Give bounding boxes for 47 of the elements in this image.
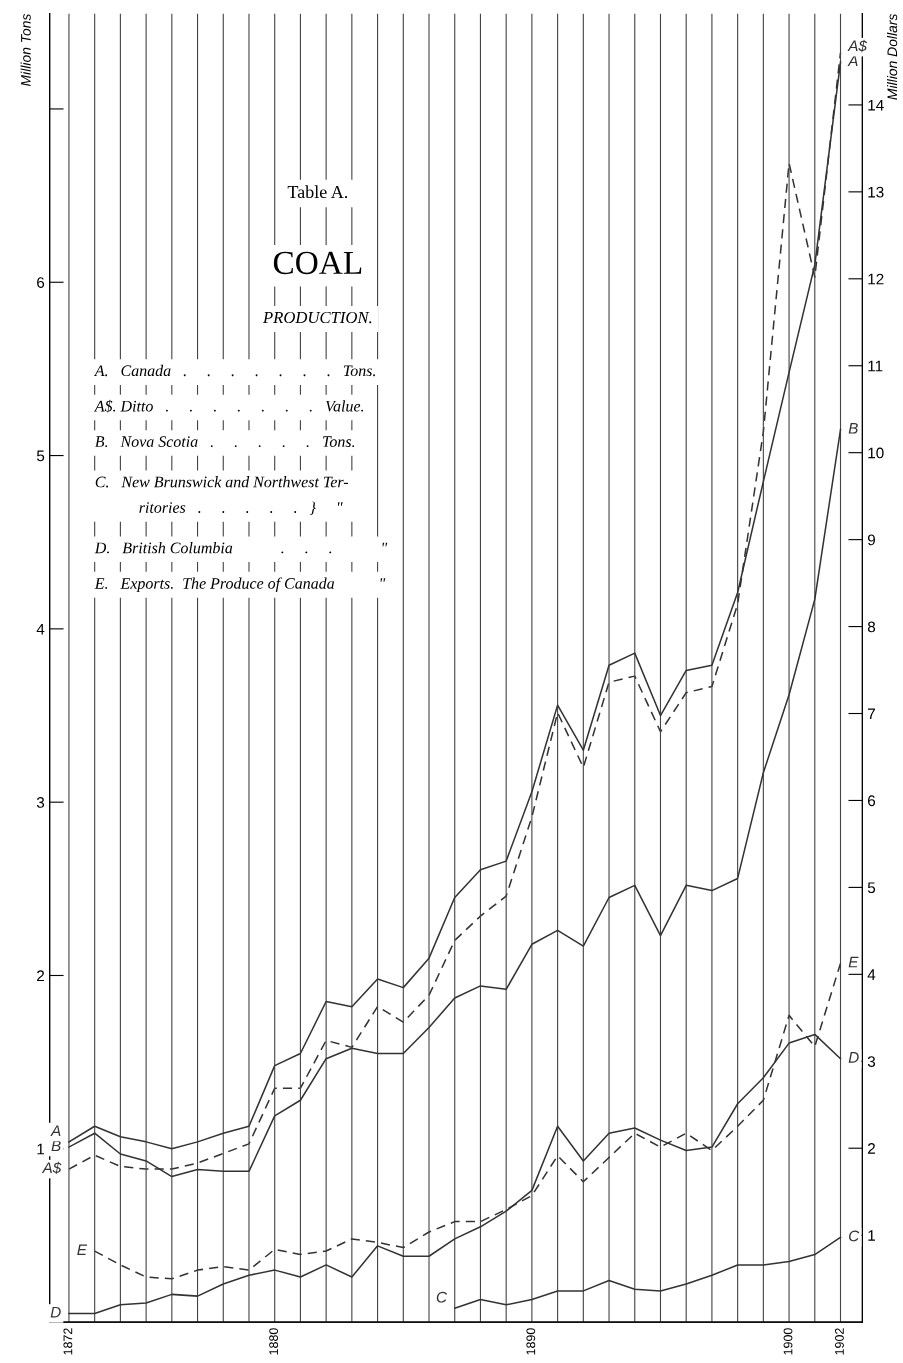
text: COAL (273, 251, 362, 275)
y-tick-label: 6 (37, 277, 45, 288)
y2-tick-label: 9 (867, 534, 875, 546)
series-label: A (847, 55, 858, 67)
text: C (436, 1291, 448, 1303)
annotation: E. Exports. The Produce of Canada " (94, 577, 386, 593)
y2-tick-label: 4 (867, 969, 876, 980)
x-tick-label: 1902 (835, 1328, 844, 1355)
series-label: A$ (847, 39, 868, 53)
x-tick-label: 1890 (526, 1328, 536, 1355)
annotation: B. Nova Scotia . . . . . Tons. (94, 436, 355, 448)
y2-tick-label: 14 (868, 99, 884, 111)
y2-tick-label: 2 (867, 1143, 875, 1154)
y-tick-label: 4 (36, 623, 45, 635)
x-tick-label: 1880 (269, 1328, 279, 1355)
y-tick-label: 2 (37, 970, 45, 982)
series-label: E (77, 1244, 88, 1255)
y2-tick-label: 5 (867, 882, 876, 894)
text: E (848, 956, 859, 968)
y-tick-label: 1 (37, 1143, 45, 1155)
y2-tick-label: 11 (868, 360, 883, 372)
series-label: D (848, 1052, 859, 1063)
annotation: Table A. (287, 185, 348, 199)
y2-tick-label: 7 (868, 708, 875, 720)
annotation: C. New Brunswick and Northwest Ter- ritories . . . . . } " (95, 476, 349, 515)
y-tick-label: 3 (36, 797, 45, 808)
y2-tick-label: 6 (868, 795, 876, 807)
series-label: B (848, 423, 858, 434)
annotation: A$. Ditto . . . . . . . Value. (93, 399, 364, 413)
y-tick-label: 5 (36, 450, 45, 462)
y2-tick-label: 8 (867, 621, 876, 633)
x-tick-label: 1900 (783, 1328, 793, 1355)
y2-tick-label: 3 (867, 1056, 876, 1067)
y2-tick-label: 10 (868, 447, 884, 459)
y2-axis-title: Million Dollars (887, 13, 898, 100)
x-tick-label: 1872 (63, 1328, 73, 1355)
annotation: D. British Columbia . . . " (94, 542, 388, 554)
y2-tick-label: 13 (868, 186, 884, 198)
series-label: C (849, 1230, 860, 1242)
text: D (50, 1306, 61, 1318)
text: A$ (41, 1161, 62, 1175)
annotation: A. Canada . . . . . . . Tons. (93, 364, 375, 377)
y-axis-title: Million Tons (20, 13, 31, 87)
y2-tick-label: 12 (868, 273, 884, 285)
text: A (50, 1125, 61, 1137)
y2-tick-label: 1 (868, 1230, 875, 1241)
text: PRODUCTION. (262, 311, 372, 324)
